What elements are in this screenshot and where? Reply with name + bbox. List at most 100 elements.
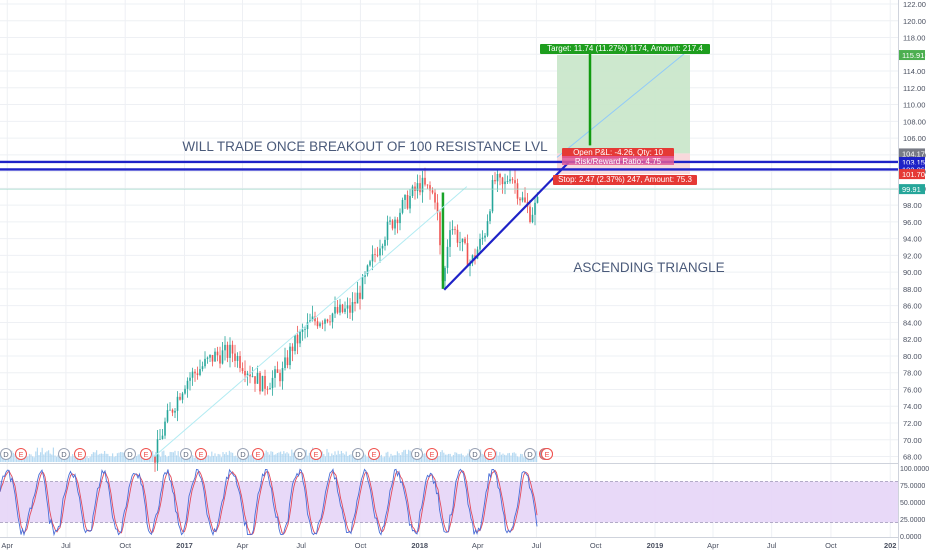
- volume-bar: [270, 451, 272, 462]
- candle-body: [534, 202, 536, 215]
- dividend-marker-label: D: [61, 450, 67, 459]
- price-label: 104.17: [902, 149, 925, 158]
- volume-bar: [100, 453, 102, 462]
- time-tick-label: 202: [884, 541, 897, 550]
- volume-bar: [403, 450, 405, 462]
- candle-body: [384, 239, 386, 246]
- price-tick-label: 86.00: [903, 302, 922, 311]
- volume-bar: [220, 457, 222, 462]
- dividend-marker: [237, 448, 249, 460]
- candle-body: [319, 323, 321, 327]
- volume-bar: [33, 457, 35, 462]
- candle-body: [331, 313, 334, 322]
- position-diagonal: [556, 48, 691, 158]
- candle-body: [471, 255, 474, 263]
- volume-bar: [163, 450, 165, 462]
- volume-bar: [222, 452, 224, 462]
- time-axis[interactable]: Apr Jul Oct 2017 Apr Jul Oct 2018 Apr Jul Oct 2019 A…: [1, 541, 896, 550]
- volume-bar: [483, 454, 485, 462]
- volume-bar: [272, 451, 274, 462]
- candle-body: [236, 356, 239, 361]
- volume-bar: [57, 454, 59, 462]
- price-label: 101.70: [902, 170, 925, 179]
- candle-body: [439, 212, 441, 246]
- volume-bar: [507, 453, 509, 462]
- volume-bar: [387, 451, 389, 462]
- volume-bar: [56, 456, 58, 462]
- volume-bar: [409, 450, 411, 462]
- candle-body: [404, 195, 406, 200]
- volume-bar: [454, 452, 456, 462]
- volume-bar: [368, 456, 370, 462]
- volume-bar: [193, 457, 195, 462]
- candle-body: [321, 323, 324, 325]
- candle-body: [494, 179, 496, 182]
- candle-body: [179, 396, 181, 400]
- volume-bar: [436, 452, 438, 462]
- price-tick-label: 88.00: [903, 285, 922, 294]
- volume-bar: [166, 456, 168, 462]
- grid-lines: [0, 0, 899, 550]
- volume-bar: [449, 453, 451, 462]
- candle-body: [239, 356, 241, 369]
- candle-body: [431, 190, 434, 193]
- stoch-tick-label: 0.0000: [900, 534, 922, 541]
- volume-bar: [398, 453, 400, 462]
- candle-body: [294, 334, 296, 352]
- volume-bar: [456, 452, 458, 462]
- volume-bar: [289, 456, 291, 462]
- volume-bar: [331, 453, 333, 462]
- volume-bar: [288, 453, 290, 462]
- volume-bar: [278, 452, 280, 462]
- candle-body: [176, 396, 179, 411]
- time-tick-label: Apr: [1, 541, 13, 550]
- volume-bar: [265, 450, 267, 462]
- volume-bar: [43, 454, 45, 462]
- volume-bar: [457, 454, 459, 462]
- target-label: Target: 11.74 (11.27%) 1174, Amount: 217…: [547, 44, 703, 53]
- price-tick-label: 108.00: [903, 117, 926, 126]
- candle-body: [531, 214, 534, 223]
- volume-bar: [321, 451, 323, 462]
- volume-bar: [307, 455, 309, 462]
- candle-body: [524, 197, 526, 203]
- volume-bar: [337, 450, 339, 462]
- long-trend-line: [153, 186, 468, 457]
- volume-bar: [224, 454, 226, 462]
- volume-bar: [233, 456, 235, 462]
- time-tick-label: Oct: [590, 541, 603, 550]
- dividend-marker: [524, 448, 536, 460]
- volume-bar: [366, 456, 368, 462]
- dividend-marker: [469, 448, 481, 460]
- volume-bar: [308, 452, 310, 462]
- volume-bar: [212, 455, 214, 462]
- volume-bar: [425, 453, 427, 462]
- time-tick-label: Jul: [767, 541, 777, 550]
- volume-bar: [406, 453, 408, 462]
- earnings-marker: [195, 448, 207, 460]
- candle-body: [454, 229, 456, 230]
- volume-bar: [401, 452, 403, 462]
- candle-body: [339, 304, 341, 313]
- volume-bar: [440, 451, 442, 462]
- volume-bar: [350, 454, 352, 462]
- volume-bar: [443, 452, 445, 462]
- volume-bar: [30, 454, 32, 462]
- volume-bar: [120, 451, 122, 462]
- volume-bar: [390, 453, 392, 462]
- price-axis[interactable]: 68.00 70.00 72.00 74.00 76.00 78.00 80.00 82.00…: [899, 0, 929, 541]
- candle-body: [181, 393, 184, 400]
- volume-bar: [240, 457, 242, 462]
- volume-bar: [268, 454, 270, 462]
- price-tick-label: 120.00: [903, 17, 926, 26]
- volume-bar: [305, 449, 307, 462]
- candle-body: [214, 351, 216, 362]
- candle-body: [344, 308, 346, 312]
- volume-bar: [499, 452, 501, 462]
- candle-body: [434, 192, 436, 203]
- volume-bar: [444, 454, 446, 462]
- candle-body: [249, 373, 251, 377]
- earnings-marker-label: E: [371, 450, 376, 459]
